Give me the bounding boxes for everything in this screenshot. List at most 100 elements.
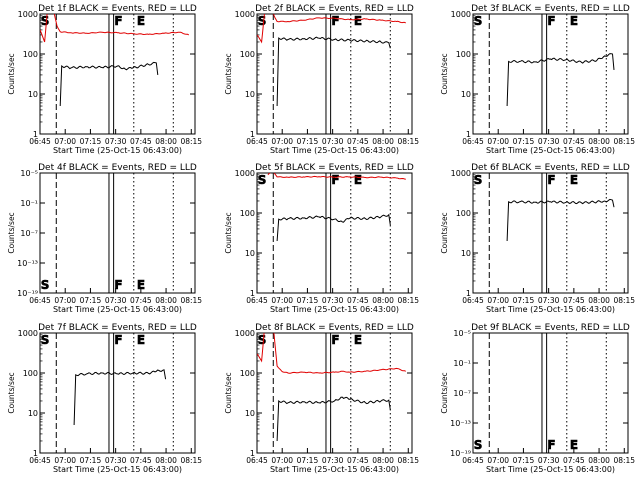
y-tick-label: 1 [466,289,471,298]
x-tick-label: 06:45 [462,137,484,146]
marker-annotation-e: E [570,14,578,28]
y-tick-label: 1000 [18,10,38,19]
x-axis-label: Start Time (25-Oct-15 06:43:00) [270,146,399,155]
x-tick-label: 07:00 [487,296,509,305]
x-tick-label: 07:45 [563,456,585,465]
plot-frame [472,13,629,135]
x-tick-label: 07:15 [513,296,535,305]
x-tick-label: 07:30 [538,296,560,305]
y-tick-label: 100 [23,369,38,378]
y-tick-label: 10 [461,90,471,99]
y-axis-label: Counts/sec [440,53,449,94]
y-tick-label: 1000 [451,169,471,178]
marker-annotation-e: E [137,14,145,28]
plot-frame [39,13,196,135]
marker-annotation-f: F [114,278,122,292]
y-tick-label: 100 [456,50,471,59]
marker-annotation-e: E [354,333,362,347]
x-tick-label: 07:15 [297,296,319,305]
x-tick-label: 08:00 [372,296,394,305]
detector-plot-5: Det 5f BLACK = Events, RED = LLD 1 10 100 10… [224,163,419,314]
x-tick-label: 07:00 [54,137,76,146]
x-tick-label: 06:45 [462,456,484,465]
y-axis-label: Counts/sec [440,212,449,253]
marker-annotation-f: F [114,14,122,28]
detector-plot-8: Det 8f BLACK = Events, RED = LLD 1 10 100 10… [224,323,419,474]
x-axis-label: Start Time (25-Oct-15 06:43:00) [53,465,182,474]
events-series-line [276,213,391,242]
marker-annotation-f: F [331,14,339,28]
y-tick-label: 1000 [235,169,255,178]
x-tick-label: 08:15 [613,137,635,146]
x-tick-label: 07:45 [130,296,152,305]
lld-series-line [40,14,190,43]
marker-annotation-s: S [258,333,267,347]
events-series-line [506,198,615,242]
marker-annotation-f: F [547,14,555,28]
y-tick-label: 100 [240,209,255,218]
x-tick-label: 07:15 [80,296,102,305]
detector-plot-2: Det 2f BLACK = Events, RED = LLD 1 10 100 10… [224,4,419,155]
plot-frame [39,332,196,454]
x-tick-label: 08:15 [180,137,202,146]
x-tick-label: 07:15 [297,137,319,146]
y-tick-label: 1 [250,130,255,139]
marker-annotation-s: S [41,278,50,292]
marker-annotation-f: F [331,333,339,347]
x-tick-label: 07:30 [322,456,344,465]
detector-plot-1: Det 1f BLACK = Events, RED = LLD 1 10 100 10… [7,4,202,155]
lld-series-line [257,333,406,374]
marker-annotation-e: E [354,14,362,28]
y-tick-label: 10 [245,90,255,99]
y-tick-label: 10⁻¹³ [450,419,471,428]
y-tick-label: 10 [245,249,255,258]
x-axis-label: Start Time (25-Oct-15 06:43:00) [53,146,182,155]
y-axis-label: Counts/sec [224,212,233,253]
x-axis-label: Start Time (25-Oct-15 06:43:00) [270,305,399,314]
marker-annotation-s: S [474,438,483,452]
y-tick-label: 1000 [235,10,255,19]
x-tick-label: 07:15 [80,137,102,146]
y-axis-label: Counts/sec [224,372,233,413]
x-tick-label: 08:15 [613,456,635,465]
x-tick-label: 07:45 [563,137,585,146]
marker-annotation-f: F [547,173,555,187]
detector-plot-9: Det 9f BLACK = Events, RED = LLD 10⁻¹⁹ 10⁻… [440,323,635,474]
x-tick-label: 07:45 [563,296,585,305]
y-tick-label: 10 [28,409,38,418]
x-tick-label: 08:00 [372,137,394,146]
events-series-line [276,36,391,107]
events-series-line [276,396,391,442]
plot-title: Det 3f BLACK = Events, RED = LLD [471,4,630,14]
marker-annotation-s: S [41,333,50,347]
x-axis-label: Start Time (25-Oct-15 06:43:00) [270,465,399,474]
plot-title: Det 2f BLACK = Events, RED = LLD [255,4,414,14]
x-tick-label: 07:30 [538,456,560,465]
marker-annotation-e: E [354,173,362,187]
x-tick-label: 07:15 [513,137,535,146]
marker-annotation-f: F [547,438,555,452]
x-tick-label: 07:00 [487,456,509,465]
y-tick-label: 1 [33,449,38,458]
y-axis-label: Counts/sec [7,372,16,413]
x-tick-label: 08:15 [180,296,202,305]
x-tick-label: 08:00 [155,296,177,305]
x-tick-label: 08:00 [588,296,610,305]
plot-frame [472,332,629,454]
y-tick-label: 10⁻¹⁹ [450,449,471,458]
x-axis-label: Start Time (25-Oct-15 06:43:00) [486,146,615,155]
x-tick-label: 07:30 [105,456,127,465]
x-axis-label: Start Time (25-Oct-15 06:43:00) [486,465,615,474]
x-tick-label: 08:15 [613,296,635,305]
x-tick-label: 06:45 [29,456,51,465]
y-tick-label: 100 [456,209,471,218]
x-tick-label: 08:15 [180,456,202,465]
x-tick-label: 07:00 [487,137,509,146]
x-tick-label: 07:00 [54,296,76,305]
y-tick-label: 1 [250,449,255,458]
y-tick-label: 10⁻⁵ [20,169,38,178]
plot-title: Det 9f BLACK = Events, RED = LLD [471,323,630,333]
marker-annotation-s: S [474,173,483,187]
detector-plot-3: Det 3f BLACK = Events, RED = LLD 1 10 100 10… [440,4,635,155]
